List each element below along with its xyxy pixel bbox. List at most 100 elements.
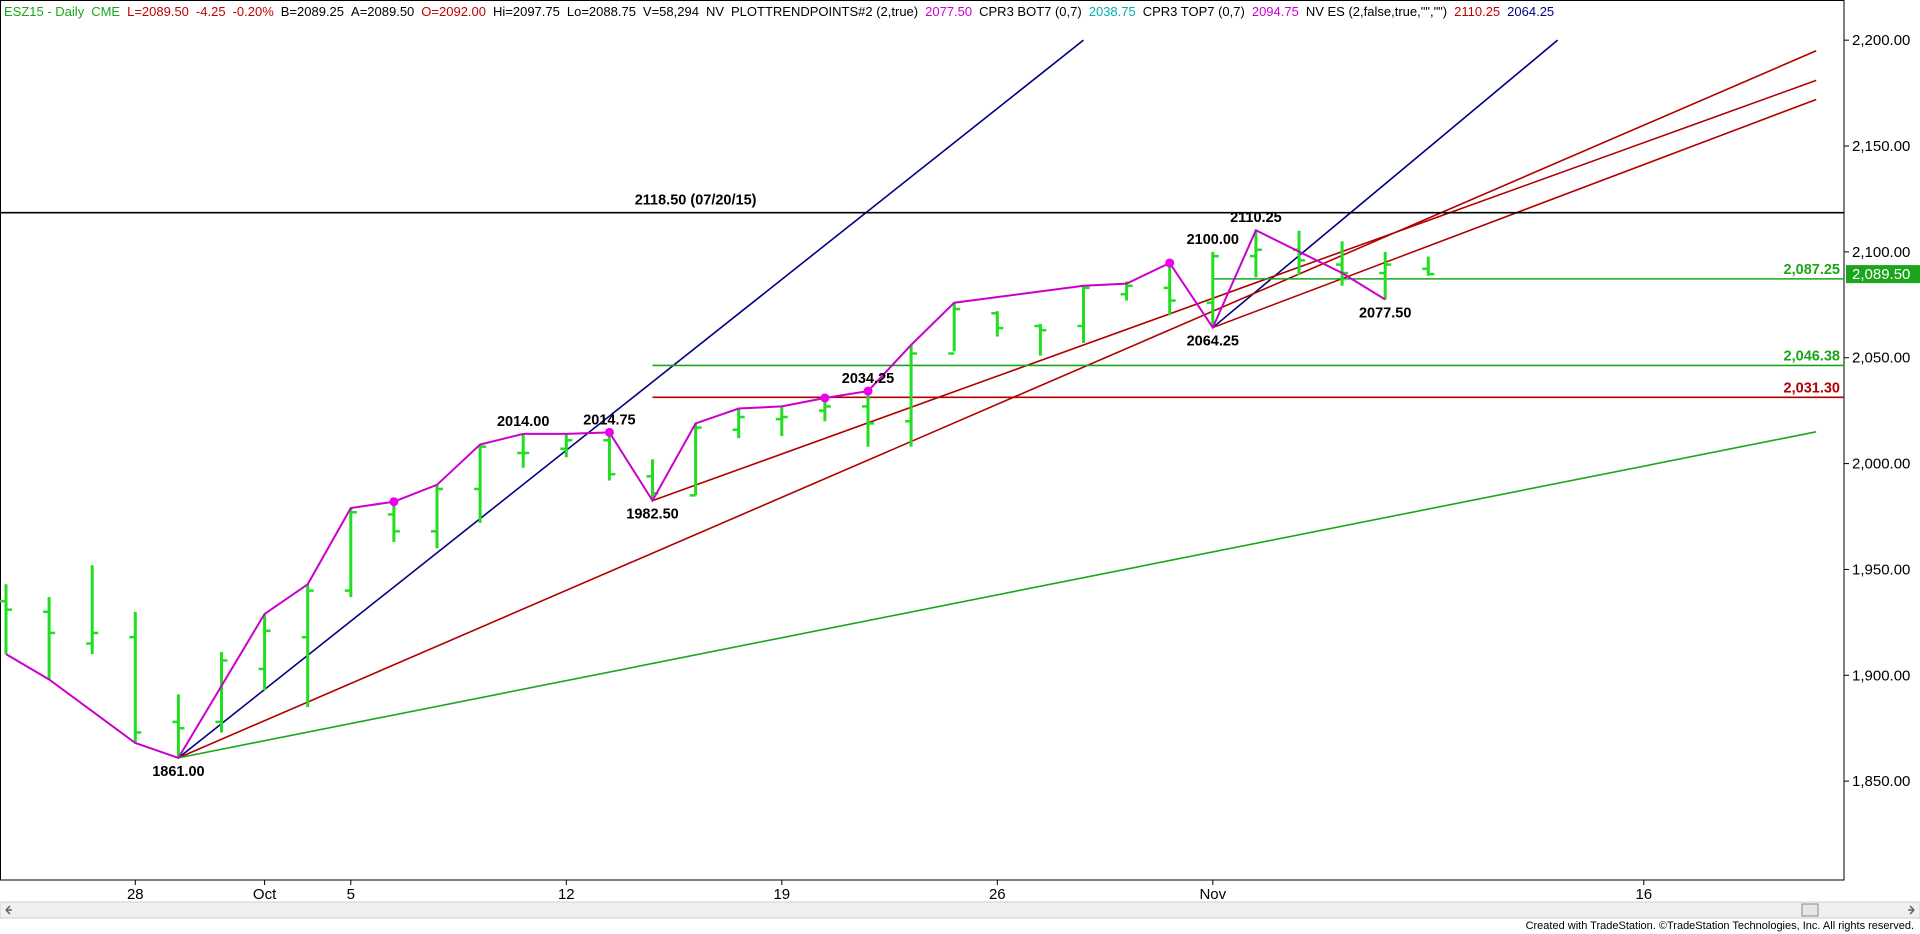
ohlc-bar xyxy=(1034,323,1047,356)
ohlc-bar xyxy=(474,444,487,523)
header-item: CPR3 TOP7 (0,7) xyxy=(1143,4,1245,19)
header-item: B=2089.25 xyxy=(281,4,344,19)
scrollbar-thumb xyxy=(1801,903,1819,917)
scrollbar[interactable] xyxy=(0,901,1920,919)
x-tick-label: 19 xyxy=(773,886,790,903)
ohlc-bar xyxy=(258,613,271,691)
last-price-label: 2,089.50 xyxy=(1852,266,1910,283)
x-tick-label: 12 xyxy=(558,886,575,903)
header-item: -0.20% xyxy=(233,4,275,19)
ohlc-bar xyxy=(1120,281,1133,301)
ohlc-bar xyxy=(0,584,12,655)
annotation-label: 2064.25 xyxy=(1187,334,1239,350)
header-item: NV ES (2,false,true,"","") xyxy=(1306,4,1447,19)
annotation-label: 2014.00 xyxy=(497,414,549,430)
date-axis: 28 Oct 5 12 19 26 Nov 16 xyxy=(127,880,1652,903)
annotation-label: 2014.75 xyxy=(583,412,635,428)
trendline-3 xyxy=(652,79,1817,502)
header-item: 2038.75 xyxy=(1089,4,1136,19)
ohlc-bar xyxy=(517,433,530,468)
annotation-label: 2034.25 xyxy=(842,371,894,387)
trendpoints-line xyxy=(5,228,1386,760)
y-tick-label: 2,000.00 xyxy=(1852,456,1910,473)
header-item: 2064.25 xyxy=(1507,4,1554,19)
scrollbar-track xyxy=(0,901,1920,919)
credit-text: Created with TradeStation. ©TradeStation… xyxy=(1526,920,1914,932)
level-label: 2,031.30 xyxy=(1784,380,1840,396)
annotation-label: 2110.25 xyxy=(1230,210,1282,226)
scroll-left-icon xyxy=(5,905,12,915)
y-tick-label: 2,150.00 xyxy=(1852,138,1910,155)
ohlc-bar xyxy=(1206,251,1219,328)
header-item: CME xyxy=(91,4,120,19)
header-item: A=2089.50 xyxy=(351,4,414,19)
ohlc-bar xyxy=(1163,262,1176,316)
x-tick-label: 28 xyxy=(127,886,144,903)
ohlc-bar xyxy=(1249,230,1262,278)
ohlc-bar xyxy=(560,433,573,458)
header-item: 2094.75 xyxy=(1252,4,1299,19)
header-item: Lo=2088.75 xyxy=(567,4,636,19)
trendline-5 xyxy=(178,431,1817,759)
y-tick-label: 2,200.00 xyxy=(1852,32,1910,49)
price-axis: 1,850.00 1,900.00 1,950.00 2,000.00 2,050.00… xyxy=(1844,32,1920,790)
header-item: 2077.50 xyxy=(925,4,972,19)
ohlc-bar xyxy=(301,584,314,708)
ohlc-bar xyxy=(775,406,788,437)
ohlc-bar-layer xyxy=(0,230,1435,758)
y-tick-label: 2,100.00 xyxy=(1852,244,1910,261)
header-item: ESZ15 - Daily xyxy=(4,4,85,19)
header-item: O=2092.00 xyxy=(421,4,486,19)
header-item: V=58,294 xyxy=(643,4,699,19)
y-tick-label: 2,050.00 xyxy=(1852,350,1910,367)
header-item: L=2089.50 xyxy=(127,4,189,19)
ohlc-bar xyxy=(215,652,228,733)
x-tick-label: 5 xyxy=(347,886,355,903)
header-item: 2110.25 xyxy=(1454,4,1500,19)
header-item: Hi=2097.75 xyxy=(493,4,560,19)
ohlc-bar xyxy=(431,484,443,549)
level-label: 2,087.25 xyxy=(1784,262,1840,278)
header-item: -4.25 xyxy=(196,4,226,19)
ohlc-bar xyxy=(129,611,142,744)
chart-header: ESZ15 - Daily CME L=2089.50 -4.25 -0.20% B=20… xyxy=(4,4,1554,19)
ohlc-bar xyxy=(603,432,616,481)
ohlc-bar xyxy=(1077,285,1090,343)
ohlc-bar xyxy=(862,391,874,447)
x-tick-label: Nov xyxy=(1199,886,1226,903)
trendline-layer xyxy=(0,39,1844,759)
header-item: NV xyxy=(706,4,724,19)
ohlc-bar xyxy=(689,423,702,497)
header-item: CPR3 BOT7 (0,7) xyxy=(979,4,1082,19)
ohlc-bar xyxy=(344,508,357,597)
scroll-right-icon xyxy=(1908,905,1915,915)
ohlc-bar xyxy=(86,565,99,655)
header-item: PLOTTRENDPOINTS#2 (2,true) xyxy=(731,4,918,19)
ohlc-bar xyxy=(991,311,1004,337)
annotation-label: 2118.50 (07/20/15) xyxy=(635,193,757,209)
ohlc-bar xyxy=(732,408,745,439)
x-tick-label: 26 xyxy=(989,886,1006,903)
x-tick-label: 16 xyxy=(1635,886,1652,903)
trendpoint-marker xyxy=(1165,258,1175,268)
annotation-layer: 1861.00 2014.00 2014.75 1982.50 2034.25 2100.… xyxy=(152,193,1840,780)
y-tick-label: 1,950.00 xyxy=(1852,561,1910,578)
annotation-label: 1982.50 xyxy=(626,507,678,523)
trendline-0 xyxy=(177,39,1084,759)
ohlc-bar xyxy=(1422,256,1435,276)
trendpoint-marker xyxy=(389,497,399,507)
annotation-label: 1861.00 xyxy=(152,764,204,780)
ohlc-bar xyxy=(172,694,185,758)
trendline-2 xyxy=(178,50,1817,759)
y-tick-label: 1,850.00 xyxy=(1852,773,1910,790)
trendpoint-marker xyxy=(820,393,830,403)
trendpoint-layer xyxy=(5,228,1386,760)
annotation-label: 2100.00 xyxy=(1187,232,1239,248)
x-tick-label: Oct xyxy=(253,886,277,903)
level-label: 2,046.38 xyxy=(1784,348,1840,364)
ohlc-bar xyxy=(387,501,400,542)
annotation-label: 2077.50 xyxy=(1359,306,1411,322)
plot-frame xyxy=(0,0,1845,881)
